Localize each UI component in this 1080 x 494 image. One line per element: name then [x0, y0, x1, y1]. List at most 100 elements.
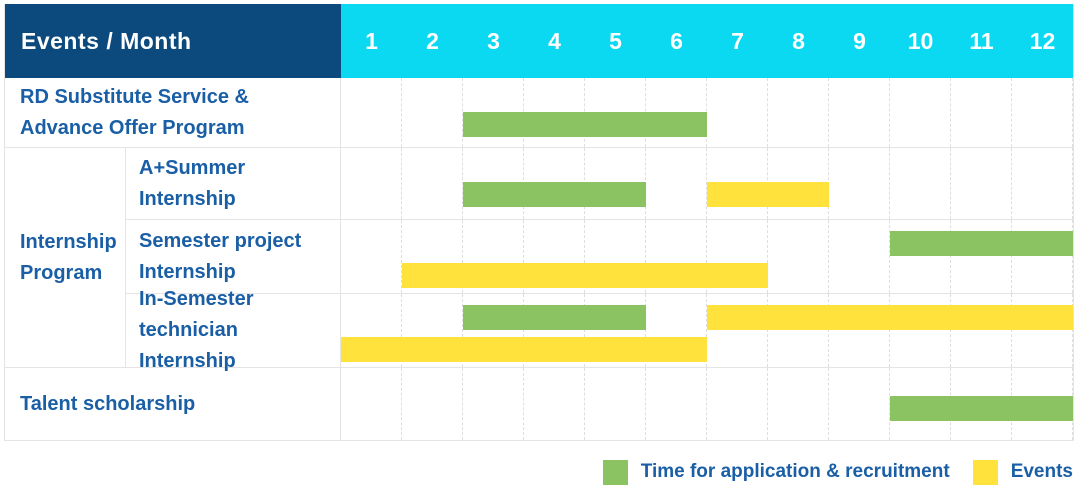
row-timeline	[341, 368, 1073, 440]
legend-label: Time for application & recruitment	[640, 461, 950, 482]
table-row: Semester project Internship	[126, 220, 1073, 294]
month-grid-cell	[1012, 148, 1073, 219]
month-grid-cell	[707, 220, 768, 293]
row-label-line: Internship	[139, 187, 236, 210]
month-grid-cell	[341, 78, 402, 147]
month-grid-cell	[707, 368, 768, 440]
internship-program-group: Internship Program A+Summer Internship S…	[5, 148, 1073, 372]
row-label-line: technician Internship	[139, 319, 238, 372]
month-grid-cell	[646, 368, 707, 440]
month-grid-cell	[951, 294, 1012, 367]
month-grid-cell	[890, 78, 951, 147]
event-bar	[402, 263, 768, 288]
application-bar	[890, 396, 1073, 421]
legend-item-application: Time for application & recruitment	[602, 459, 950, 485]
month-grid-cell	[707, 78, 768, 147]
event-bar	[341, 337, 707, 362]
month-grid-cell	[341, 294, 402, 367]
row-label: Semester project Internship	[126, 220, 341, 293]
month-grid-cell	[829, 220, 890, 293]
table-row: RD Substitute Service & Advance Offer Pr…	[5, 78, 1073, 148]
month-header-cell: 5	[609, 27, 622, 54]
month-grid-cell	[646, 220, 707, 293]
legend-item-events: Events	[972, 459, 1073, 485]
month-grid-cell	[768, 78, 829, 147]
row-label-line: RD Substitute Service &	[20, 85, 249, 108]
row-label-line: Semester project	[139, 229, 302, 252]
month-grid-cell	[524, 368, 585, 440]
row-timeline	[341, 220, 1073, 293]
month-grid-cell	[829, 294, 890, 367]
month-grid-cell	[402, 220, 463, 293]
month-grid-cell	[402, 78, 463, 147]
month-header-cell: 7	[731, 27, 744, 54]
month-grid-cell	[951, 220, 1012, 293]
month-header-cell: 2	[426, 27, 439, 54]
table-row: In-Semester technician Internship	[126, 288, 1073, 372]
month-grid-cell	[524, 220, 585, 293]
chart-title: Events / Month	[21, 27, 192, 54]
row-timeline	[341, 294, 1073, 367]
month-grid-cell	[768, 368, 829, 440]
row-label: A+Summer Internship	[126, 148, 341, 219]
month-grid-cell	[524, 294, 585, 367]
row-label: In-Semester technician Internship	[126, 288, 341, 372]
row-timeline	[341, 148, 1073, 219]
yellow-swatch-icon	[972, 459, 998, 485]
month-grid-cell	[951, 148, 1012, 219]
group-label-line: Program	[20, 261, 103, 284]
month-grid-cell	[829, 78, 890, 147]
month-header-row: 1 2 3 4 5 6 7 8 9 10 11 12	[341, 4, 1073, 78]
month-grid-cell	[707, 294, 768, 367]
month-grid-cell	[402, 148, 463, 219]
month-grid-cell	[768, 220, 829, 293]
month-header-cell: 11	[969, 27, 994, 54]
month-header-cell: 10	[907, 27, 934, 54]
month-grid-cell	[463, 220, 524, 293]
month-grid-cell	[463, 368, 524, 440]
month-header-cell: 1	[365, 27, 378, 54]
table-row: A+Summer Internship	[126, 148, 1073, 220]
gantt-chart: Events / Month 1 2 3 4 5 6 7 8 9 10 11 12 RD Substi…	[4, 4, 1074, 441]
month-grid-cell	[585, 368, 646, 440]
month-grid-cell	[463, 294, 524, 367]
month-header-cell: 8	[792, 27, 805, 54]
table-row: Talent scholarship	[5, 368, 1073, 440]
month-header-cell: 3	[487, 27, 500, 54]
legend-label: Events	[1010, 461, 1073, 482]
month-header-cell: 4	[548, 27, 561, 54]
month-grid-cell	[585, 294, 646, 367]
month-grid-cell	[890, 220, 951, 293]
month-grid-cell	[646, 294, 707, 367]
header-row: Events / Month 1 2 3 4 5 6 7 8 9 10 11 12	[5, 4, 1073, 78]
chart-title-cell: Events / Month	[5, 4, 341, 78]
month-grid-cell	[1012, 78, 1073, 147]
legend: Time for application & recruitment Event…	[602, 457, 1073, 487]
month-grid-cell	[1012, 294, 1073, 367]
month-grid-cell	[341, 148, 402, 219]
application-bar	[890, 231, 1073, 256]
row-label-line: Advance Offer Program	[20, 116, 245, 139]
application-bar	[463, 112, 707, 137]
row-label-line: Talent scholarship	[20, 392, 196, 415]
month-header-cell: 6	[670, 27, 683, 54]
month-grid-cell	[341, 368, 402, 440]
month-grid-cell	[890, 148, 951, 219]
month-grid-cell	[829, 368, 890, 440]
row-label-line: Internship	[139, 260, 236, 283]
row-label-line: In-Semester	[139, 288, 254, 310]
group-label: Internship Program	[5, 148, 126, 367]
month-grid-cell	[951, 78, 1012, 147]
month-grid-cell	[890, 294, 951, 367]
row-label-line: A+Summer	[139, 156, 246, 179]
month-header-cell: 9	[853, 27, 866, 54]
row-timeline	[341, 78, 1073, 147]
application-bar	[463, 182, 646, 207]
green-swatch-icon	[602, 459, 628, 485]
month-grid-cell	[402, 294, 463, 367]
month-header-cell: 12	[1029, 27, 1056, 54]
event-bar	[707, 305, 1073, 330]
month-grid-cell	[585, 220, 646, 293]
group-label-line: Internship	[20, 230, 117, 253]
application-bar	[463, 305, 646, 330]
